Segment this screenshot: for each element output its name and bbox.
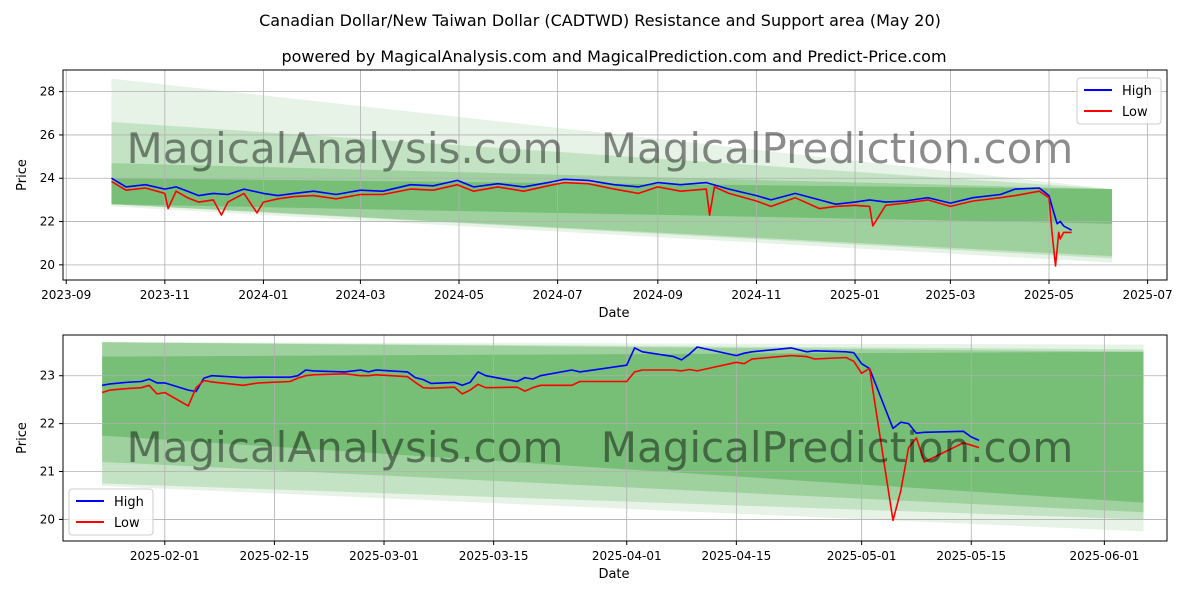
x-tick-label: 2025-05-01 xyxy=(827,549,897,563)
watermark-right: MagicalPrediction.com xyxy=(601,124,1074,173)
chart-subtitle: powered by MagicalAnalysis.com and Magic… xyxy=(281,47,946,66)
y-tick-label: 20 xyxy=(40,512,55,526)
axes-frame xyxy=(62,334,1168,542)
y-tick-label: 21 xyxy=(40,465,55,479)
y-axis-label: Price xyxy=(15,159,30,191)
x-tick-label: 2025-05-15 xyxy=(936,549,1006,563)
x-tick-label: 2024-05 xyxy=(434,288,484,302)
support-resistance-band xyxy=(111,163,1113,257)
support-resistance-band xyxy=(102,342,1144,513)
support-resistance-band xyxy=(102,351,1144,503)
y-tick-label: 24 xyxy=(40,171,55,185)
legend-label-low: Low xyxy=(1122,105,1148,120)
x-tick-label: 2025-02-01 xyxy=(130,549,200,563)
plot-area xyxy=(63,70,1167,280)
x-tick-label: 2024-07 xyxy=(533,288,583,302)
chart-title: Canadian Dollar/New Taiwan Dollar (CADTW… xyxy=(259,11,941,30)
x-tick-label: 2025-05 xyxy=(1024,288,1074,302)
y-tick-label: 22 xyxy=(40,417,55,431)
y-tick-label: 26 xyxy=(40,128,55,142)
legend-label-high: High xyxy=(1122,84,1152,99)
support-resistance-band xyxy=(102,342,1144,520)
watermark-left: MagicalAnalysis.com xyxy=(127,124,564,173)
legend-label-low: Low xyxy=(114,516,140,531)
zoom-chart-panel: MagicalAnalysis.com MagicalPrediction.com… xyxy=(15,334,1168,582)
x-tick-label: 2024-03 xyxy=(335,288,385,302)
low-series-line xyxy=(111,180,1072,267)
main-chart-panel: MagicalAnalysis.com MagicalPrediction.com… xyxy=(15,69,1173,321)
y-tick-label: 22 xyxy=(40,215,55,229)
legend: High Low xyxy=(68,488,154,536)
x-tick-label: 2025-04-01 xyxy=(592,549,662,563)
x-axis-label: Date xyxy=(598,567,629,582)
x-tick-label: 2025-04-15 xyxy=(701,549,771,563)
x-tick-label: 2025-03-01 xyxy=(349,549,419,563)
x-tick-label: 2025-06-01 xyxy=(1069,549,1139,563)
legend-label-high: High xyxy=(114,495,144,510)
x-tick-label: 2025-03 xyxy=(925,288,975,302)
x-tick-label: 2024-11 xyxy=(731,288,781,302)
x-tick-label: 2025-07 xyxy=(1123,288,1173,302)
y-tick-label: 23 xyxy=(40,369,55,383)
support-resistance-band xyxy=(111,78,1113,263)
y-tick-label: 20 xyxy=(40,258,55,272)
plot-area xyxy=(63,335,1167,541)
x-tick-label: 2025-02-15 xyxy=(240,549,310,563)
support-resistance-band xyxy=(102,342,1144,532)
y-tick-label: 28 xyxy=(40,85,55,99)
x-tick-label: 2025-01 xyxy=(830,288,880,302)
x-tick-label: 2024-01 xyxy=(238,288,288,302)
x-tick-label: 2023-09 xyxy=(41,288,91,302)
low-series-line xyxy=(101,354,980,522)
legend: High Low xyxy=(1076,77,1162,125)
watermark-left: MagicalAnalysis.com xyxy=(127,423,564,472)
watermark-right: MagicalPrediction.com xyxy=(601,423,1074,472)
y-axis-label: Price xyxy=(15,422,30,454)
x-tick-label: 2023-11 xyxy=(140,288,190,302)
x-tick-label: 2024-09 xyxy=(633,288,683,302)
high-series-line xyxy=(111,177,1072,231)
axes-frame xyxy=(62,69,1168,281)
x-tick-label: 2025-03-15 xyxy=(459,549,529,563)
x-axis-label: Date xyxy=(598,306,629,321)
high-series-line xyxy=(101,346,980,442)
support-resistance-band xyxy=(111,121,1113,259)
